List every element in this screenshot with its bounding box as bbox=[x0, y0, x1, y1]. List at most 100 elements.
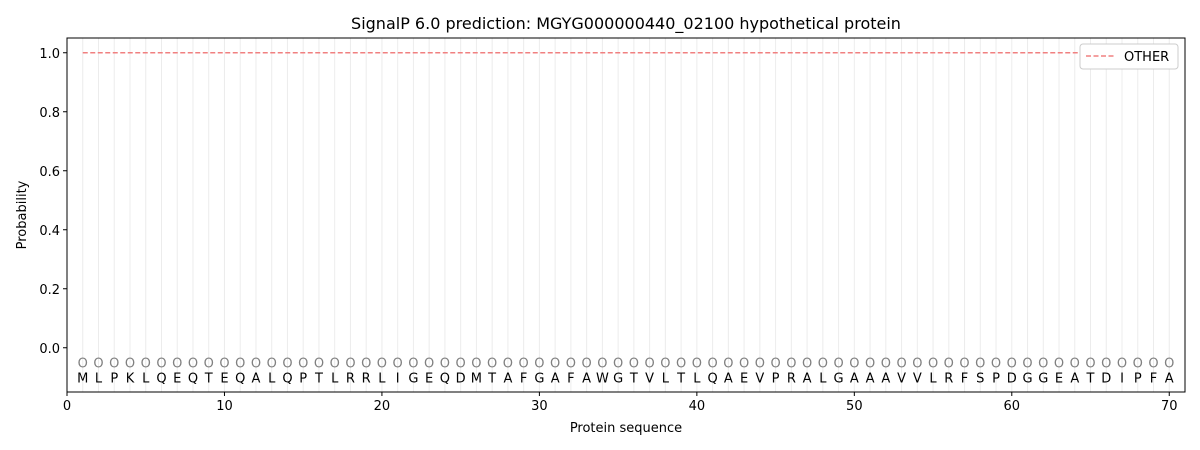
residue-prediction-label: O bbox=[692, 357, 702, 372]
residue-prediction-label: O bbox=[818, 357, 828, 372]
residue-letter: P bbox=[992, 371, 1000, 386]
residue-prediction-label: O bbox=[361, 357, 371, 372]
residue-prediction-label: O bbox=[298, 357, 308, 372]
residue-letter: D bbox=[1007, 371, 1017, 386]
residue-prediction-label: O bbox=[330, 357, 340, 372]
residue-prediction-label: O bbox=[881, 357, 891, 372]
residue-letter: T bbox=[487, 371, 496, 386]
residue-prediction-label: O bbox=[1148, 357, 1158, 372]
x-tick-label: 50 bbox=[846, 399, 863, 414]
residue-prediction-label: O bbox=[109, 357, 119, 372]
residue-prediction-label: O bbox=[802, 357, 812, 372]
residue-letter: G bbox=[408, 371, 418, 386]
residue-prediction-label: O bbox=[519, 357, 529, 372]
y-tick-label: 0.4 bbox=[39, 224, 60, 239]
residue-letter: G bbox=[834, 371, 844, 386]
residue-letter: L bbox=[331, 371, 339, 386]
residue-prediction-label: O bbox=[377, 357, 387, 372]
residue-prediction-label: O bbox=[550, 357, 560, 372]
residue-letter: G bbox=[1022, 371, 1032, 386]
residue-prediction-label: O bbox=[865, 357, 875, 372]
residue-prediction-label: O bbox=[156, 357, 166, 372]
residue-letter: S bbox=[976, 371, 984, 386]
residue-prediction-label: O bbox=[896, 357, 906, 372]
residue-letter: E bbox=[1055, 371, 1063, 386]
residue-prediction-label: O bbox=[1007, 357, 1017, 372]
y-axis-label: Probability bbox=[15, 180, 30, 249]
residue-letter: V bbox=[897, 371, 906, 386]
residue-letter: Q bbox=[282, 371, 292, 386]
residue-prediction-label: O bbox=[141, 357, 151, 372]
residue-letter: F bbox=[961, 371, 968, 386]
residue-prediction-label: O bbox=[78, 357, 88, 372]
residue-letter: P bbox=[772, 371, 780, 386]
residue-letter: F bbox=[520, 371, 527, 386]
y-tick-label: 0.6 bbox=[39, 165, 60, 180]
residue-prediction-label: O bbox=[188, 357, 198, 372]
residue-letter: T bbox=[204, 371, 213, 386]
residue-prediction-label: O bbox=[912, 357, 922, 372]
residue-letter: E bbox=[173, 371, 181, 386]
residue-prediction-label: O bbox=[534, 357, 544, 372]
x-axis-label: Protein sequence bbox=[570, 421, 682, 436]
residue-prediction-label: O bbox=[613, 357, 623, 372]
residue-letter: P bbox=[110, 371, 118, 386]
residue-letter: A bbox=[803, 371, 812, 386]
x-tick-label: 20 bbox=[374, 399, 391, 414]
residue-letter: D bbox=[456, 371, 466, 386]
residue-prediction-label: O bbox=[786, 357, 796, 372]
residue-prediction-label: O bbox=[1085, 357, 1095, 372]
y-tick-label: 0.2 bbox=[39, 283, 60, 298]
residue-prediction-label: O bbox=[1133, 357, 1143, 372]
residue-letter: L bbox=[662, 371, 670, 386]
residue-prediction-label: O bbox=[928, 357, 938, 372]
residue-letter: V bbox=[755, 371, 764, 386]
residue-prediction-label: O bbox=[1101, 357, 1111, 372]
residue-letter: R bbox=[362, 371, 371, 386]
residue-letter: G bbox=[1038, 371, 1048, 386]
residue-prediction-label: O bbox=[345, 357, 355, 372]
residue-letter: W bbox=[596, 371, 609, 386]
residue-letter: M bbox=[77, 371, 88, 386]
residue-prediction-label: O bbox=[944, 357, 954, 372]
residue-letter: A bbox=[866, 371, 875, 386]
residue-prediction-label: O bbox=[314, 357, 324, 372]
residue-letter: E bbox=[740, 371, 748, 386]
residue-letter: L bbox=[378, 371, 386, 386]
residue-letter: Q bbox=[707, 371, 717, 386]
residue-letter: V bbox=[913, 371, 922, 386]
residue-letter: Q bbox=[156, 371, 166, 386]
residue-prediction-label: O bbox=[707, 357, 717, 372]
residue-letter: A bbox=[724, 371, 733, 386]
residue-prediction-label: O bbox=[393, 357, 403, 372]
residue-letter: E bbox=[220, 371, 228, 386]
residue-letter: T bbox=[676, 371, 685, 386]
residue-letter: R bbox=[944, 371, 953, 386]
residue-letter: Q bbox=[188, 371, 198, 386]
residue-prediction-label: O bbox=[172, 357, 182, 372]
residue-letter: G bbox=[613, 371, 623, 386]
residue-prediction-label: O bbox=[1117, 357, 1127, 372]
residue-prediction-label: O bbox=[833, 357, 843, 372]
chart-title: SignalP 6.0 prediction: MGYG000000440_02… bbox=[351, 14, 901, 34]
residue-letter: I bbox=[396, 371, 400, 386]
residue-prediction-label: O bbox=[959, 357, 969, 372]
residue-letter: T bbox=[314, 371, 323, 386]
residue-prediction-label: O bbox=[93, 357, 103, 372]
residue-letter: M bbox=[471, 371, 482, 386]
residue-letter: F bbox=[567, 371, 574, 386]
residue-prediction-label: O bbox=[267, 357, 277, 372]
residue-prediction-label: O bbox=[566, 357, 576, 372]
legend-box bbox=[1079, 43, 1179, 70]
residue-prediction-label: O bbox=[645, 357, 655, 372]
residue-letter: Q bbox=[440, 371, 450, 386]
residue-prediction-label: O bbox=[1070, 357, 1080, 372]
residue-prediction-label: O bbox=[471, 357, 481, 372]
residue-prediction-label: O bbox=[503, 357, 513, 372]
residue-prediction-label: O bbox=[456, 357, 466, 372]
residue-prediction-label: O bbox=[723, 357, 733, 372]
residue-letter: R bbox=[787, 371, 796, 386]
residue-prediction-label: O bbox=[219, 357, 229, 372]
residue-letter: A bbox=[503, 371, 512, 386]
